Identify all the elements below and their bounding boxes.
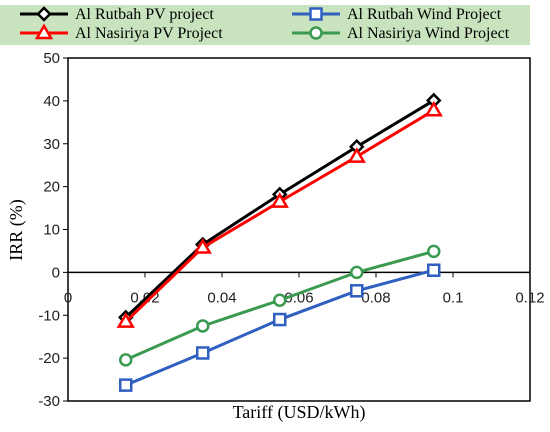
- y-tick-label: 30: [43, 136, 60, 153]
- y-axis-title: IRR (%): [6, 199, 27, 261]
- x-tick-label: 0.08: [361, 289, 390, 306]
- data-point: [193, 238, 212, 254]
- legend-entry: Al Nasiriya Wind Project: [292, 25, 510, 42]
- data-point: [427, 244, 441, 259]
- x-tick-label: 0.06: [284, 289, 313, 306]
- y-tick-label: 50: [43, 50, 60, 67]
- data-point: [119, 378, 133, 392]
- data-point: [119, 353, 133, 367]
- legend-entry: Al Rutbah Wind Project: [292, 6, 502, 23]
- data-point: [347, 147, 366, 163]
- x-tick-label: 0.04: [207, 289, 236, 306]
- legend-marker: [309, 7, 323, 21]
- legend: Al Rutbah PV project Al Rutbah Wind Proje…: [0, 5, 530, 45]
- data-point: [424, 100, 443, 117]
- data-point: [273, 293, 287, 307]
- data-point: [427, 263, 441, 277]
- legend-marker: [309, 26, 323, 40]
- y-tick-label: 0: [52, 264, 60, 281]
- legend-label: Al Nasiriya Wind Project: [347, 25, 510, 42]
- series-0: [117, 92, 442, 326]
- legend-label: Al Nasiriya PV Project: [75, 25, 223, 42]
- data-point: [273, 312, 287, 327]
- legend-marker: [34, 23, 54, 40]
- series-1: [119, 263, 441, 392]
- y-tick-label: 20: [43, 179, 60, 196]
- series-2: [116, 100, 443, 328]
- data-point: [350, 265, 364, 280]
- data-point: [196, 346, 210, 360]
- x-tick-label: 0: [64, 289, 72, 306]
- y-tick-label: 40: [43, 93, 60, 110]
- legend-label: Al Rutbah Wind Project: [347, 6, 502, 23]
- x-tick-label: 0.12: [515, 289, 544, 306]
- data-point: [270, 192, 289, 208]
- x-axis: 0 0.02 0.04 0.06 0.08 0.1 0.12: [64, 271, 545, 306]
- legend-label: Al Rutbah PV project: [75, 6, 214, 23]
- series-3: [119, 244, 441, 367]
- legend-entry: Al Nasiriya PV Project: [20, 23, 223, 42]
- data-point: [116, 312, 135, 328]
- y-axis: -30 -20 -10 0 10 20 30 40 50: [38, 50, 68, 410]
- series-line: [124, 99, 435, 319]
- legend-marker: [36, 6, 52, 22]
- y-tick-label: -20: [38, 350, 60, 367]
- x-axis-title: Tariff (USD/kWh): [233, 402, 366, 423]
- y-tick-label: -10: [38, 307, 60, 324]
- legend-entry: Al Rutbah PV project: [20, 6, 214, 23]
- plot-frame: [67, 57, 531, 402]
- y-tick-label: 10: [43, 222, 60, 239]
- series-layer: [116, 92, 443, 392]
- data-point: [350, 284, 364, 298]
- x-tick-label: 0.1: [443, 289, 464, 306]
- data-point: [196, 319, 210, 333]
- series-line: [125, 268, 435, 387]
- legend-background: [0, 5, 530, 45]
- y-tick-label: -30: [38, 393, 60, 410]
